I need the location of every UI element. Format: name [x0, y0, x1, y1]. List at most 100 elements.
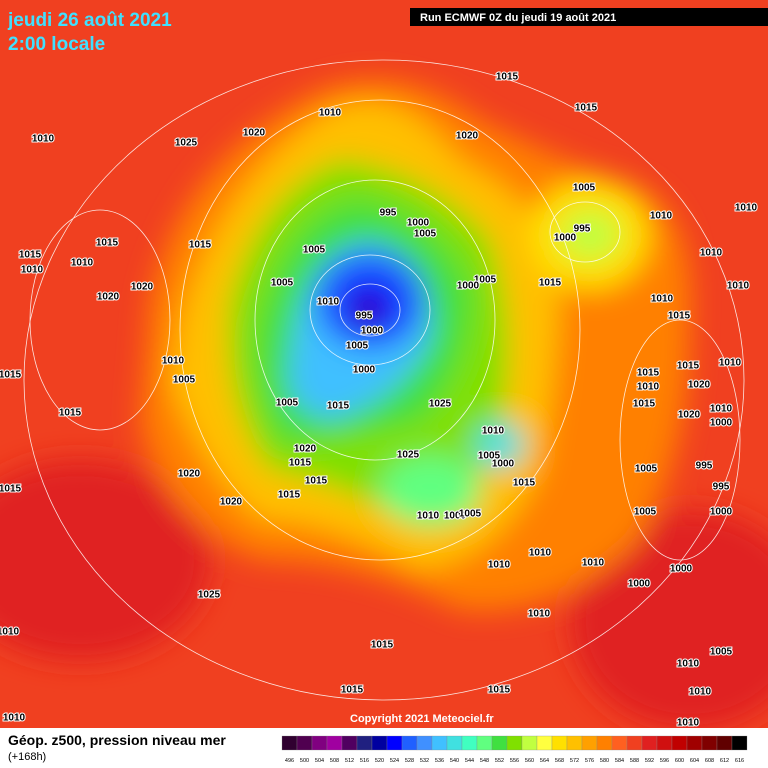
- legend-swatch: [356, 735, 373, 751]
- legend-swatch: [581, 735, 598, 751]
- legend-label: 520: [375, 758, 384, 764]
- legend-swatch: [536, 735, 553, 751]
- isobar-label: 1025: [175, 138, 198, 149]
- legend-label: 508: [330, 758, 339, 764]
- legend-swatch: [551, 735, 568, 751]
- legend-swatch: [371, 735, 388, 751]
- isobar-label: 1015: [575, 103, 598, 114]
- isobar-label: 1005: [276, 398, 299, 409]
- isobar-label: 1000: [353, 365, 376, 376]
- isobar-label: 1010: [727, 281, 750, 292]
- legend-label: 592: [645, 758, 654, 764]
- legend-swatch: [521, 735, 538, 751]
- isobar-label: 1010: [482, 426, 505, 437]
- isobar-label: 1000: [670, 564, 693, 575]
- isobar-label: 1005: [634, 507, 657, 518]
- isobar-label: 1010: [488, 560, 511, 571]
- isobar-label: 995: [380, 208, 397, 219]
- footer-title: Géop. z500, pression niveau mer: [8, 732, 226, 748]
- isobar-label: 1020: [243, 128, 266, 139]
- legend-label: 556: [510, 758, 519, 764]
- legend-swatch: [671, 735, 688, 751]
- isobar-label: 1020: [456, 131, 479, 142]
- isobar-label: 1005: [271, 278, 294, 289]
- isobar-label: 995: [696, 461, 713, 472]
- run-banner: [410, 8, 768, 26]
- isobar-label: 1015: [289, 458, 312, 469]
- run-info: Run ECMWF 0Z du jeudi 19 août 2021: [420, 12, 616, 24]
- legend-label: 496: [285, 758, 294, 764]
- legend-label: 504: [315, 758, 324, 764]
- legend-label: 608: [705, 758, 714, 764]
- isobar-label: 1015: [677, 361, 700, 372]
- isobar-label: 1010: [677, 718, 700, 729]
- legend-label: 584: [615, 758, 624, 764]
- legend-swatch: [326, 735, 343, 751]
- isobar-label: 1000: [628, 579, 651, 590]
- isobar-label: 1015: [0, 484, 22, 495]
- isobar-label: 995: [574, 224, 591, 235]
- isobar-label: 1015: [341, 685, 364, 696]
- isobar-label: 1010: [650, 211, 673, 222]
- isobar-label: 1020: [678, 410, 701, 421]
- isobar-label: 1015: [539, 278, 562, 289]
- legend-label: 576: [585, 758, 594, 764]
- legend-label: 564: [540, 758, 549, 764]
- forecast-lead: (+168h): [8, 751, 46, 763]
- isobar-label: 1015: [327, 401, 350, 412]
- legend-swatch: [476, 735, 493, 751]
- legend-swatch: [386, 735, 403, 751]
- isobar-label: 1015: [278, 490, 301, 501]
- isobar-label: 1020: [178, 469, 201, 480]
- isobar-label: 1025: [397, 450, 420, 461]
- legend-label: 572: [570, 758, 579, 764]
- legend-swatch: [431, 735, 448, 751]
- isobar-label: 1020: [294, 444, 317, 455]
- isobar-label: 1010: [582, 558, 605, 569]
- legend-swatch: [311, 735, 328, 751]
- isobar-label: 1015: [305, 476, 328, 487]
- isobar-label: 1000: [361, 326, 384, 337]
- legend-label: 568: [555, 758, 564, 764]
- isobar-label: 1015: [0, 370, 22, 381]
- isobar-label: 1010: [528, 609, 551, 620]
- isobar-label: 1015: [96, 238, 119, 249]
- isobar-label: 1000: [492, 459, 515, 470]
- isobar-label: 1005: [573, 183, 596, 194]
- isobar-label: 1015: [189, 240, 212, 251]
- isobar-label: 1005: [474, 275, 497, 286]
- isobar-label: 1005: [346, 341, 369, 352]
- isobar-label: 1015: [371, 640, 394, 651]
- isobar-label: 1015: [513, 478, 536, 489]
- isobar-label: 1010: [700, 248, 723, 259]
- legend-swatch: [611, 735, 628, 751]
- legend-swatch: [296, 735, 313, 751]
- isobar-label: 1010: [162, 356, 185, 367]
- isobar-label: 1010: [319, 108, 342, 119]
- legend-label: 540: [450, 758, 459, 764]
- isobar-label: 1015: [59, 408, 82, 419]
- legend-label: 524: [390, 758, 399, 764]
- legend-label: 600: [675, 758, 684, 764]
- valid-time: 2:00 locale: [8, 34, 105, 55]
- legend-label: 516: [360, 758, 369, 764]
- valid-date: jeudi 26 août 2021: [7, 10, 172, 31]
- legend-swatch: [626, 735, 643, 751]
- legend-swatch: [701, 735, 718, 751]
- isobars: [23, 59, 745, 701]
- isobar-label: 1010: [651, 294, 674, 305]
- legend-label: 548: [480, 758, 489, 764]
- legend-label: 604: [690, 758, 699, 764]
- isobar-label: 1015: [637, 368, 660, 379]
- legend-label: 612: [720, 758, 729, 764]
- isobar-label: 1010: [689, 687, 712, 698]
- legend-swatch: [731, 735, 748, 751]
- isobar-label: 995: [713, 482, 730, 493]
- legend-label: 560: [525, 758, 534, 764]
- legend-swatch: [686, 735, 703, 751]
- isobar-label: 1010: [71, 258, 94, 269]
- isobar-label: 1015: [488, 685, 511, 696]
- legend-swatch: [566, 735, 583, 751]
